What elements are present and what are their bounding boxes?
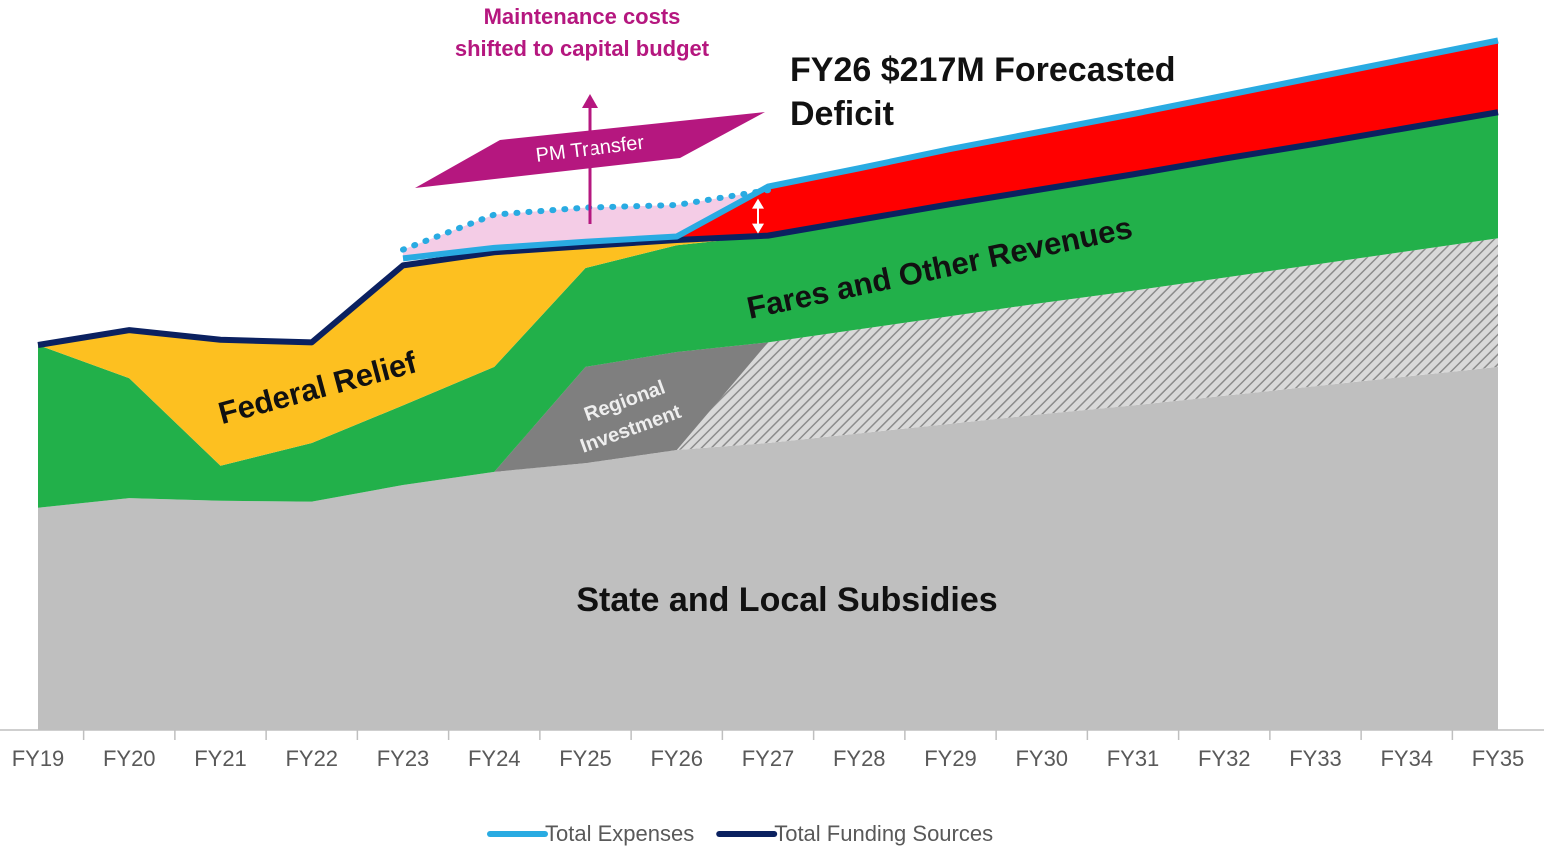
- area: [38, 112, 1498, 508]
- line: [37, 109, 1499, 348]
- deficit-label: FY26 $217M Forecasted Deficit: [790, 51, 1176, 133]
- x-tick-label: FY24: [468, 746, 521, 771]
- arrow-head: [752, 223, 764, 234]
- line: [402, 37, 1499, 262]
- arrow-head: [582, 94, 598, 108]
- x-tick-label: FY21: [194, 746, 247, 771]
- deficit-label-line: FY26 $217M Forecasted: [790, 51, 1176, 89]
- arrow-head: [752, 198, 764, 209]
- x-axis: FY19 FY20 FY21 FY22 FY23 FY24 FY25 FY26 FY27 FY28…: [0, 729, 1544, 771]
- area-hatched: [494, 238, 1498, 472]
- x-tick-label: FY35: [1472, 746, 1525, 771]
- lines: [37, 37, 1499, 348]
- x-tick-label: FY25: [559, 746, 612, 771]
- x-tick-label: FY32: [1198, 746, 1251, 771]
- x-tick-label: FY23: [377, 746, 430, 771]
- area: [38, 235, 768, 466]
- legend-label: Total Expenses: [545, 821, 694, 846]
- pm-transfer-area: [403, 186, 768, 259]
- x-tick-label: FY28: [833, 746, 886, 771]
- x-tick-label: FY26: [650, 746, 703, 771]
- deficit-label-line: Deficit: [790, 95, 894, 133]
- x-tick-label: FY19: [12, 746, 65, 771]
- area-label: State and Local Subsidies: [576, 581, 997, 619]
- x-tick-label: FY27: [742, 746, 795, 771]
- x-tick-label: FY31: [1107, 746, 1160, 771]
- annotation: Maintenance costs: [484, 4, 681, 29]
- x-tick-label: FY22: [285, 746, 338, 771]
- area: [38, 366, 1498, 730]
- x-tick-label: FY20: [103, 746, 156, 771]
- legend-label: Total Funding Sources: [774, 821, 993, 846]
- x-tick-label: FY29: [924, 746, 977, 771]
- area: [494, 342, 768, 472]
- annotation: shifted to capital budget: [455, 36, 710, 61]
- x-tick-label: FY30: [1015, 746, 1068, 771]
- x-tick-label: FY33: [1289, 746, 1342, 771]
- pm-transfer-line: [400, 187, 771, 253]
- legend: Total Expenses Total Funding Sources: [487, 821, 993, 846]
- area: [676, 40, 1498, 240]
- areas: [38, 40, 1498, 730]
- x-tick-label: FY34: [1380, 746, 1433, 771]
